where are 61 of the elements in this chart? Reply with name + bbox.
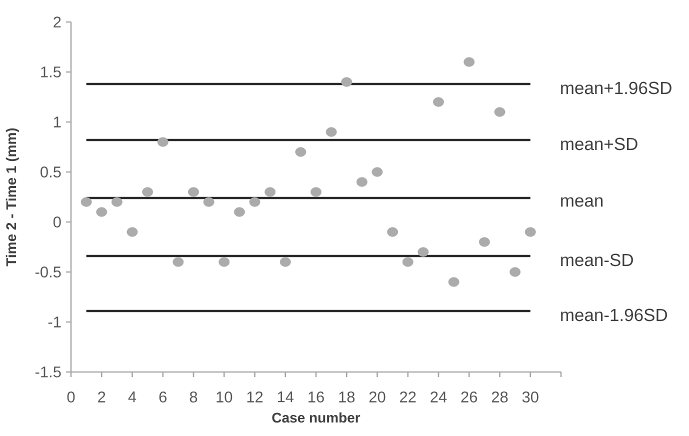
point [510,267,521,277]
y-tick-label: 2 [54,16,61,28]
point [203,197,214,207]
point [172,257,184,267]
point [234,207,245,217]
point [326,127,337,137]
series-label: mean-SD [561,254,633,266]
point [418,247,429,257]
series-label: mean+SD [561,138,638,150]
x-tick-label: 12 [247,392,263,402]
point [280,257,291,267]
x-tick-label: 16 [308,392,324,403]
point [218,257,230,267]
point [126,227,138,237]
point [464,57,475,67]
x-tick-label: 4 [128,392,136,402]
point [264,187,276,197]
x-tick-label: 0 [67,392,75,403]
point [478,237,490,247]
y-tick-label: 0.5 [40,166,61,178]
y-tick-label: -1 [48,316,61,328]
series-label: mean-1.96SD [561,308,668,322]
y-axis-title: Time 2 - Time 1 (mm) [6,128,19,266]
point [433,97,444,107]
point [524,227,536,237]
point [494,107,506,117]
point [157,137,168,147]
point [249,197,260,207]
y-tick-label: 0 [53,216,61,228]
y-tick-label: -0.5 [35,266,61,278]
x-axis-title: Case number [272,412,360,423]
point [80,197,92,207]
x-tick-label: 6 [159,392,167,403]
series-label: mean+1.96SD [561,82,672,94]
x-tick-label: 20 [369,392,386,403]
y-tick-label: 1 [54,116,61,128]
y-tick-label: -1.5 [35,366,61,378]
point [402,257,414,267]
point [356,177,368,187]
x-tick-label: 18 [339,392,355,403]
x-tick-label: 14 [278,392,294,402]
point [310,187,322,197]
x-tick-label: 30 [522,392,538,403]
point [341,77,352,87]
y-tick-label: 1.5 [41,66,61,78]
x-tick-label: 28 [492,392,508,403]
point [295,147,306,157]
point [372,167,383,177]
x-tick-label: 8 [190,392,198,403]
point [96,207,108,217]
point [448,277,460,287]
point [111,197,122,207]
x-tick-label: 22 [400,392,416,402]
point [142,187,154,197]
x-tick-label: 24 [430,392,447,402]
x-tick-label: 26 [461,392,478,403]
point [387,227,398,237]
point [188,187,199,197]
x-tick-label: 2 [98,392,106,402]
series-label: mean [561,197,603,207]
x-tick-label: 10 [216,392,232,403]
